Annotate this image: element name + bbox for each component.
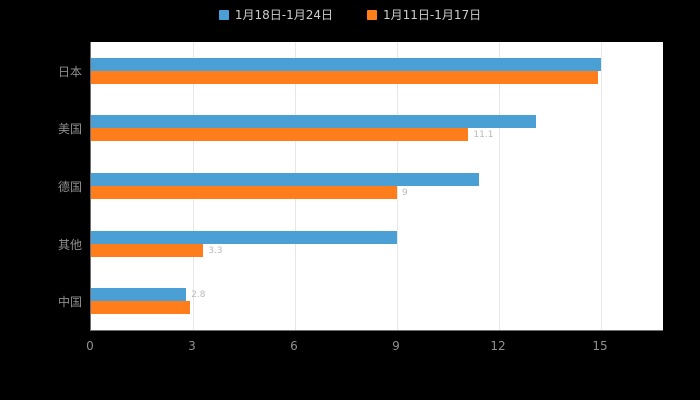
y-category-label: 美国 bbox=[57, 122, 82, 137]
plot-area: 11.1 9 3.3 2.8 bbox=[90, 42, 663, 331]
y-category-label: 其他 bbox=[57, 237, 82, 252]
bar-value-label: 11.1 bbox=[473, 130, 494, 141]
bar-中国-series-blue[interactable] bbox=[91, 288, 187, 302]
bar-value-label: 2.8 bbox=[191, 290, 206, 301]
gridline bbox=[397, 42, 398, 330]
bar-value-label: 3.3 bbox=[208, 245, 223, 256]
legend-swatch-orange-icon bbox=[367, 10, 377, 20]
x-tick-label: 15 bbox=[592, 339, 608, 353]
bar-德国-series-orange[interactable] bbox=[91, 186, 397, 199]
bar-中国-series-orange[interactable] bbox=[91, 301, 190, 315]
legend-label-week1: 1月11日-1月17日 bbox=[383, 8, 482, 22]
bar-其他-series-orange[interactable] bbox=[91, 243, 204, 257]
x-tick-label: 0 bbox=[86, 339, 94, 353]
x-tick-label: 3 bbox=[188, 339, 196, 353]
bar-德国-series-blue[interactable] bbox=[91, 173, 479, 186]
x-tick-label: 6 bbox=[290, 339, 298, 353]
y-category-label: 中国 bbox=[57, 295, 82, 310]
x-tick-label: 12 bbox=[490, 339, 506, 353]
bar-日本-series-orange[interactable] bbox=[91, 70, 598, 84]
y-category-label: 德国 bbox=[57, 180, 82, 194]
legend-label-week2: 1月18日-1月24日 bbox=[234, 8, 333, 22]
bar-日本-series-blue[interactable] bbox=[91, 57, 601, 71]
bar-美国-series-blue[interactable] bbox=[91, 115, 537, 129]
bar-其他-series-blue[interactable] bbox=[91, 230, 397, 244]
gridline bbox=[601, 42, 602, 330]
gridline bbox=[499, 42, 500, 330]
bar-美国-series-orange[interactable] bbox=[91, 128, 469, 142]
y-category-label: 日本 bbox=[57, 64, 82, 79]
bar-value-label: 9 bbox=[402, 188, 408, 198]
legend-item-week1[interactable]: 1月11日-1月17日 bbox=[367, 9, 481, 21]
legend-item-week2[interactable]: 1月18日-1月24日 bbox=[218, 8, 333, 22]
x-tick-label: 9 bbox=[392, 339, 400, 353]
legend-swatch-blue-icon bbox=[218, 10, 229, 20]
chart-legend: 1月18日-1月24日 1月11日-1月17日 bbox=[0, 9, 700, 21]
